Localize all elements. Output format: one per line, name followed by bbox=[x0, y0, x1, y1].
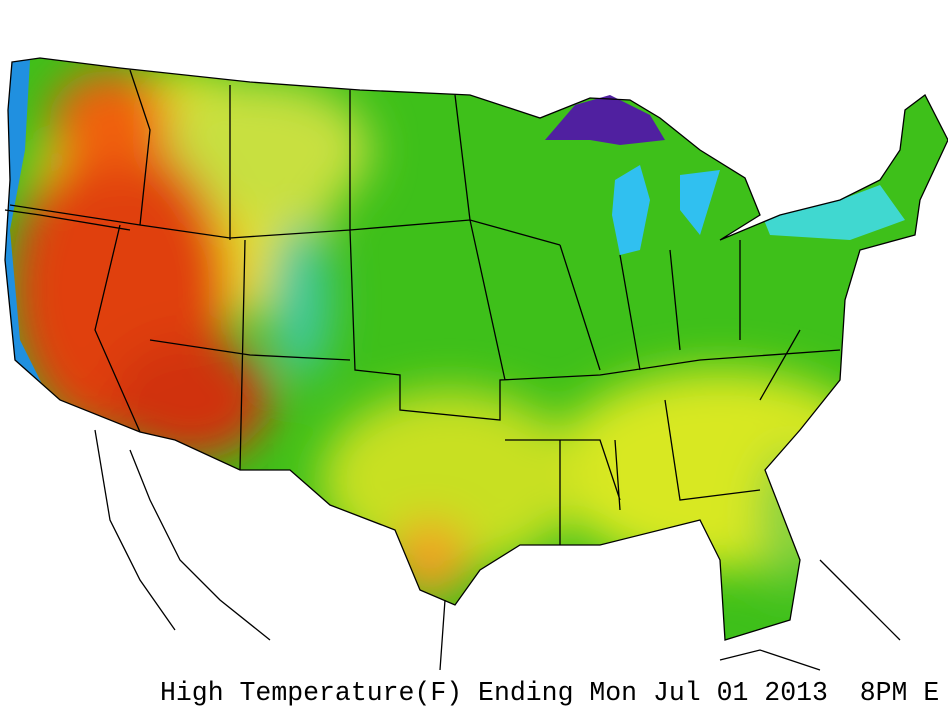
coastline-mexico bbox=[94, 429, 901, 671]
state-borders bbox=[4, 57, 948, 641]
map-caption: High Temperature(F) Ending Mon Jul 01 20… bbox=[160, 678, 939, 708]
lake-superior bbox=[545, 95, 665, 145]
lake-huron bbox=[680, 170, 720, 235]
lake-michigan bbox=[612, 165, 650, 255]
